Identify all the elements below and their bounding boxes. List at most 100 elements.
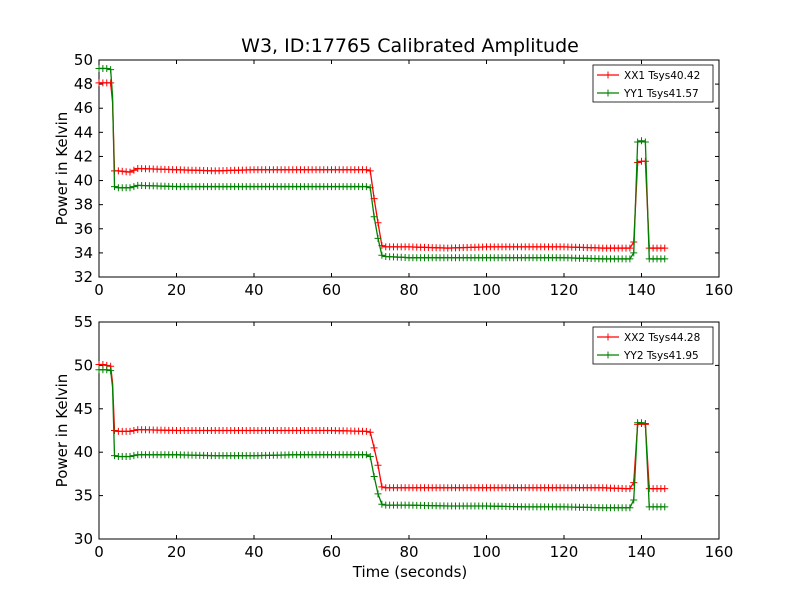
y-tick-label: 30 xyxy=(74,530,93,548)
legend-marker xyxy=(604,351,612,359)
data-point xyxy=(378,483,386,491)
data-point xyxy=(130,427,138,434)
x-tick-label: 80 xyxy=(399,281,418,299)
x-tick-label: 0 xyxy=(94,281,104,299)
data-point xyxy=(126,184,134,192)
x-tick-label: 160 xyxy=(705,281,734,299)
legend-box xyxy=(592,64,714,103)
x-tick-label: 100 xyxy=(472,281,501,299)
legend-label: YY1 Tsys41.57 xyxy=(623,88,699,100)
data-point xyxy=(370,213,378,221)
data-point xyxy=(661,255,669,263)
data-point xyxy=(370,473,378,480)
legend-box xyxy=(592,326,714,365)
y-tick-label: 38 xyxy=(74,196,93,214)
data-point xyxy=(107,79,115,87)
x-axis-label: Time (seconds) xyxy=(352,563,468,581)
x-tick-label: 20 xyxy=(167,281,186,299)
y-tick-label: 32 xyxy=(74,268,93,286)
y-tick-label: 48 xyxy=(74,75,93,93)
data-point xyxy=(130,183,138,191)
data-point xyxy=(111,452,118,460)
y-axis-label: Power in Kelvin xyxy=(53,374,71,488)
data-point xyxy=(103,64,111,72)
legend-marker xyxy=(604,333,612,341)
data-point xyxy=(638,419,645,427)
data-point xyxy=(370,444,378,452)
y-tick-label: 34 xyxy=(74,244,93,262)
series-2 xyxy=(95,366,669,512)
data-point xyxy=(374,490,382,498)
x-tick-label: 120 xyxy=(550,543,579,561)
data-point xyxy=(362,166,370,174)
data-point xyxy=(107,66,115,74)
plot-panel-top: 0 20 40 60 80 100 120 140 160 32 34 36 38 40 42 44 46 48 5… xyxy=(53,51,733,299)
data-point xyxy=(111,183,118,191)
x-tick-label: 60 xyxy=(322,281,341,299)
x-tick-label: 40 xyxy=(244,543,263,561)
data-point xyxy=(126,453,134,461)
x-tick-label: 140 xyxy=(627,281,656,299)
series-1 xyxy=(95,79,669,252)
data-point xyxy=(130,452,138,460)
y-tick-label: 36 xyxy=(74,220,93,238)
series-1 xyxy=(95,361,669,493)
y-tick-label: 45 xyxy=(74,400,93,418)
data-point xyxy=(661,244,669,252)
series-line xyxy=(99,67,665,260)
y-tick-label: 42 xyxy=(74,147,93,165)
data-point xyxy=(378,251,386,259)
data-point xyxy=(641,138,649,146)
data-point xyxy=(374,234,382,242)
legend: XX2 Tsys44.28 YY2 Tsys41.95 xyxy=(592,326,714,365)
legend-marker xyxy=(604,89,612,97)
data-point xyxy=(362,427,370,435)
legend-label: XX1 Tsys40.42 xyxy=(624,70,700,82)
plot-panel-bottom: 0 20 40 60 80 100 120 140 160 30 35 40 45 50 55 Power i… xyxy=(53,313,733,561)
x-tick-label: 140 xyxy=(627,543,656,561)
x-tick-label: 60 xyxy=(322,543,341,561)
data-point xyxy=(630,479,638,487)
data-point xyxy=(626,504,634,512)
data-point xyxy=(103,366,111,374)
data-point xyxy=(641,420,649,428)
data-point xyxy=(107,367,115,375)
data-point xyxy=(634,138,642,146)
y-tick-label: 40 xyxy=(74,443,93,461)
y-tick-label: 55 xyxy=(74,313,93,331)
y-tick-label: 46 xyxy=(74,99,93,117)
x-tick-label: 0 xyxy=(94,543,104,561)
data-point xyxy=(126,427,134,435)
data-point xyxy=(661,503,669,511)
data-point xyxy=(366,184,374,192)
data-point xyxy=(626,255,634,263)
y-axis-label: Power in Kelvin xyxy=(53,112,71,226)
y-tick-label: 40 xyxy=(74,172,93,190)
data-point xyxy=(366,453,374,461)
data-point xyxy=(378,500,386,508)
legend-label: YY2 Tsys41.95 xyxy=(623,350,699,362)
legend-label: XX2 Tsys44.28 xyxy=(624,332,700,344)
data-point xyxy=(661,485,669,493)
y-tick-label: 44 xyxy=(74,123,93,141)
series-2 xyxy=(95,64,669,263)
data-point xyxy=(366,167,374,175)
legend: XX1 Tsys40.42 YY1 Tsys41.57 xyxy=(592,64,714,103)
x-tick-label: 20 xyxy=(167,543,186,561)
y-tick-label: 50 xyxy=(74,51,93,69)
data-point xyxy=(130,166,138,174)
y-tick-label: 35 xyxy=(74,487,93,505)
data-point xyxy=(362,183,370,191)
x-tick-label: 100 xyxy=(472,543,501,561)
data-point xyxy=(366,428,374,436)
figure-title: W3, ID:17765 Calibrated Amplitude xyxy=(241,35,579,57)
data-point xyxy=(638,137,645,145)
x-tick-label: 80 xyxy=(399,543,418,561)
data-point xyxy=(362,451,370,459)
data-point xyxy=(626,485,634,493)
data-point xyxy=(626,244,634,252)
x-tick-label: 160 xyxy=(705,543,734,561)
x-tick-label: 120 xyxy=(550,281,579,299)
data-point xyxy=(630,496,638,504)
